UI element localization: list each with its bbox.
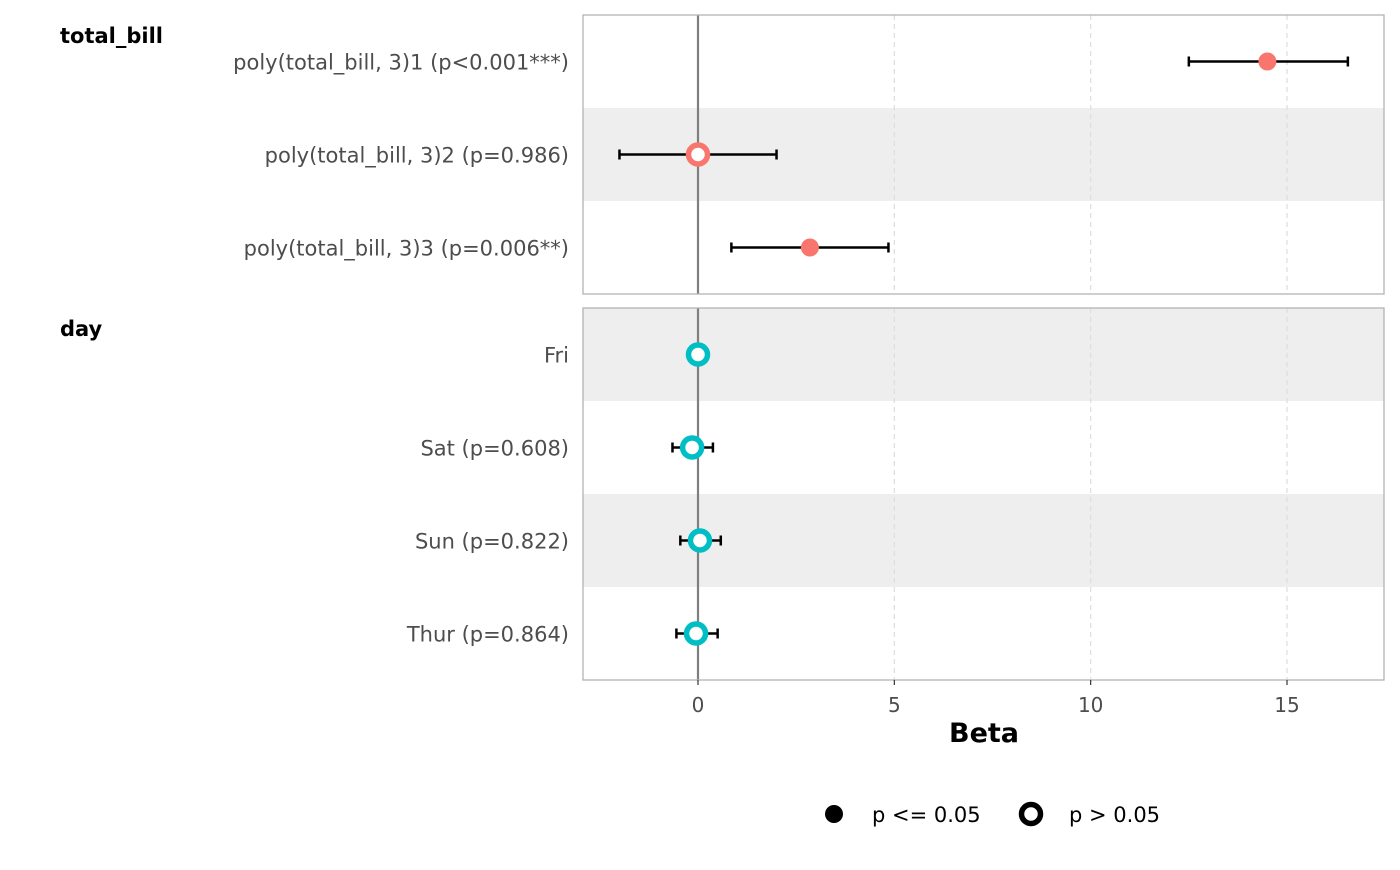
- x-tick-label: 15: [1274, 693, 1299, 717]
- point-estimate-significant: [800, 238, 819, 257]
- legend: p <= 0.05 p > 0.05: [825, 801, 1160, 827]
- legend-marker-hollow: [1018, 801, 1044, 827]
- row-label: Fri: [544, 344, 569, 368]
- panel-title: day: [60, 317, 103, 341]
- x-axis: 0 5 10 15: [692, 680, 1300, 717]
- panel-title: total_bill: [60, 24, 163, 48]
- x-tick-label: 0: [692, 693, 705, 717]
- row-stripe: [583, 401, 1384, 494]
- panel-day: day Fri Sat (p=0.608) Sun (p=0.822) Thur (p=…: [60, 307, 1385, 681]
- row-label: poly(total_bill, 3)3 (p=0.006**): [244, 237, 569, 262]
- legend-marker-filled: [825, 805, 843, 823]
- row-label: Sun (p=0.822): [415, 530, 569, 554]
- legend-label: p <= 0.05: [872, 803, 981, 827]
- point-estimate-nonsignificant: [685, 342, 711, 367]
- point-estimate-nonsignificant: [685, 142, 711, 167]
- row-label: Thur (p=0.864): [406, 623, 569, 647]
- point-estimate-nonsignificant: [679, 435, 705, 460]
- row-stripe: [583, 308, 1384, 401]
- row-label: Sat (p=0.608): [420, 437, 569, 461]
- point-estimate-nonsignificant: [687, 528, 713, 553]
- x-axis-title: Beta: [949, 718, 1019, 749]
- row-label: poly(total_bill, 3)1 (p<0.001***): [233, 51, 569, 76]
- point-estimate-significant: [1258, 52, 1277, 71]
- panel-total-bill: total_bill poly(total_bill, 3)1 (p<0.001*…: [60, 14, 1385, 295]
- legend-label: p > 0.05: [1069, 803, 1160, 827]
- panels-layer: total_bill poly(total_bill, 3)1 (p<0.001*…: [60, 14, 1385, 681]
- x-tick-label: 10: [1078, 693, 1103, 717]
- panel-border: [582, 307, 1385, 681]
- legend-item: p <= 0.05: [825, 803, 981, 827]
- row-stripe: [583, 201, 1384, 294]
- row-label: poly(total_bill, 3)2 (p=0.986): [265, 144, 569, 169]
- point-estimate-nonsignificant: [683, 621, 709, 646]
- x-tick-label: 5: [888, 693, 901, 717]
- legend-item: p > 0.05: [1018, 801, 1160, 827]
- panel-border: [582, 14, 1385, 295]
